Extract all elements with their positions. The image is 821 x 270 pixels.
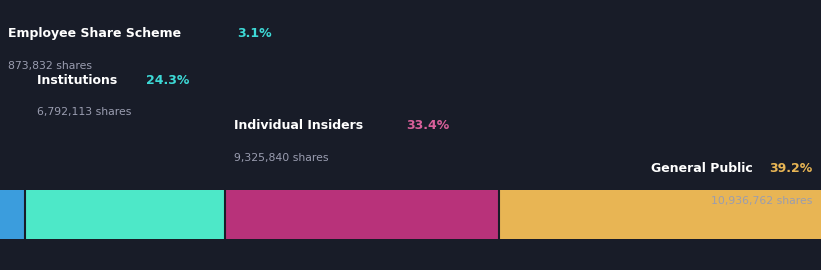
Text: Employee Share Scheme: Employee Share Scheme — [8, 27, 186, 40]
Bar — [499, 190, 821, 239]
Bar — [0, 190, 25, 239]
Text: Institutions: Institutions — [37, 75, 122, 87]
Text: 10,936,762 shares: 10,936,762 shares — [712, 196, 813, 206]
Text: General Public: General Public — [651, 162, 757, 175]
Text: 24.3%: 24.3% — [146, 75, 190, 87]
Text: 3.1%: 3.1% — [237, 27, 272, 40]
Bar — [225, 190, 499, 239]
Bar — [25, 190, 225, 239]
Text: 39.2%: 39.2% — [769, 162, 813, 175]
Text: 9,325,840 shares: 9,325,840 shares — [234, 153, 328, 163]
Text: 873,832 shares: 873,832 shares — [8, 61, 92, 71]
Text: 6,792,113 shares: 6,792,113 shares — [37, 107, 131, 117]
Text: 33.4%: 33.4% — [406, 119, 449, 132]
Text: Individual Insiders: Individual Insiders — [234, 119, 368, 132]
